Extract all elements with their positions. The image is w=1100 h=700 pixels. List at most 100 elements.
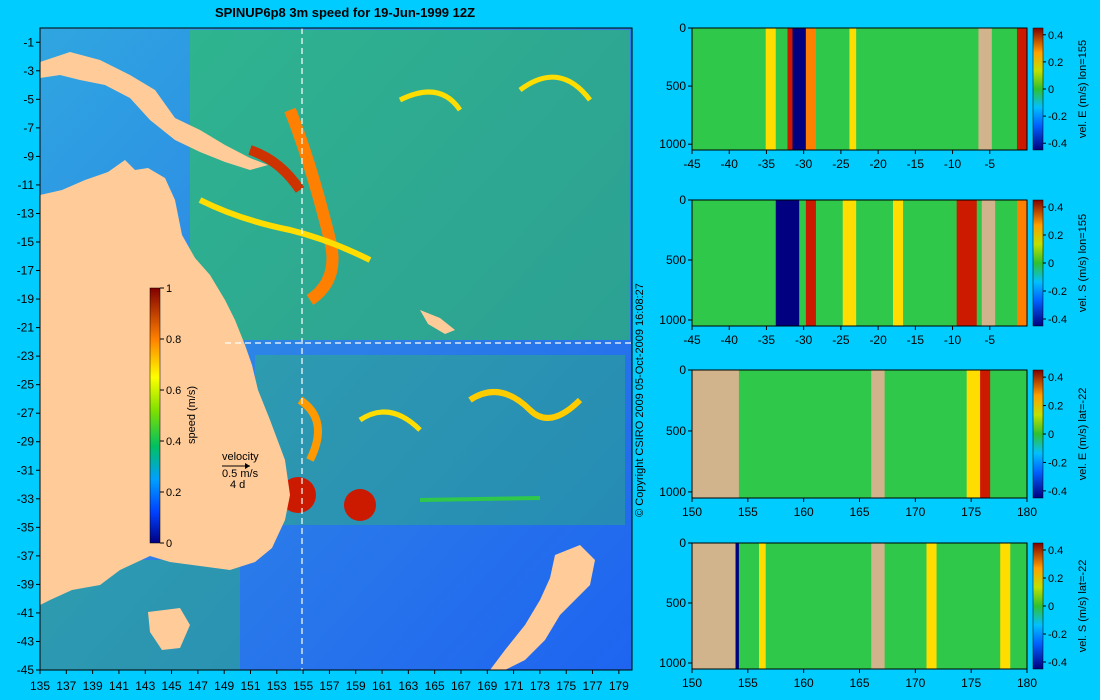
section-x-tick-label: -15 [907,157,925,171]
section-field-band [956,200,977,326]
section-colorbar-tick-label: 0.2 [1048,57,1063,69]
section-field-band [871,370,885,498]
section-colorbar [1032,199,1044,327]
section-colorbar-tick-label: 0.2 [1048,573,1063,585]
section-y-tick-label: 1000 [659,313,686,327]
section-field-band [792,28,806,150]
section-field-band [893,200,904,326]
map-x-tick-label: 143 [135,679,155,693]
speed-colorbar-tick-label: 0.6 [166,385,181,397]
section-colorbar-tick-label: -0.4 [1048,314,1067,326]
section-x-tick-label: -25 [832,157,850,171]
section-colorbar-tick-label: 0.4 [1048,545,1063,557]
section-field-band [735,543,739,669]
section-panel-vel-e-lat22: 150 155 160 165 170 175 180 0 500 1000 0.4 0.2 0 -0.2… [659,363,1089,519]
copyright-notice: © Copyright CSIRO 2009 05-Oct-2009 16:08… [634,283,646,517]
section-panel-frame [691,27,1028,151]
speed-colorbar-tick-label: 0 [166,538,172,550]
map-x-tick-label: 147 [188,679,208,693]
speed-colorbar-tick-label: 0.4 [166,436,181,448]
map-y-tick-label: -27 [17,406,35,420]
speed-features [40,30,630,670]
section-colorbar-label: vel. S (m/s) lat=-22 [1077,560,1089,653]
map-x-axis: 135 137 139 141 143 145 147 149 151 153 155 157 159 1… [30,670,629,693]
new-caledonia-land [420,310,455,334]
map-x-tick-label: 151 [240,679,260,693]
map-y-tick-label: -17 [17,264,35,278]
section-x-tick-label: 155 [738,676,758,690]
section-x-tick-label: -35 [758,333,776,347]
map-x-tick-label: 163 [398,679,418,693]
velocity-key: velocity 0.5 m/s 4 d [222,451,259,491]
map-y-tick-label: -31 [17,463,35,477]
map-y-tick-label: -29 [17,435,35,449]
section-field-band [759,543,766,669]
section-panel-vel-s-lat22: 150 155 160 165 170 175 180 0 500 1000 0.4 0.2 0 -0.2… [659,536,1089,690]
section-field-band [692,543,1027,669]
section-x-tick-label: 165 [849,505,869,519]
section-y-tick-label: 500 [666,253,686,267]
section-y-tick-label: 0 [679,536,686,550]
section-field-band [980,370,991,498]
section-field-band [692,543,736,669]
new-guinea-land [40,52,268,170]
section-field-band [966,370,984,498]
section-x-tick-label: -20 [869,333,887,347]
section-colorbar-tick-label: 0.2 [1048,401,1063,413]
section-y-tick-label: 1000 [659,137,686,151]
map-x-tick-label: 173 [530,679,550,693]
map-x-tick-label: 169 [477,679,497,693]
section-colorbar-tick-label: 0 [1048,84,1054,96]
section-y-tick-label: 0 [679,21,686,35]
map-x-tick-label: 157 [319,679,339,693]
section-x-tick-label: 155 [738,505,758,519]
section-x-tick-label: -35 [758,157,776,171]
section-colorbar-tick-label: -0.4 [1048,138,1067,150]
section-colorbar-tick-label: -0.2 [1048,111,1067,123]
section-x-tick-label: -45 [683,333,701,347]
section-field-band [692,370,739,498]
section-colorbar-label: vel. E (m/s) lon=155 [1077,40,1089,138]
section-x-tick-label: 165 [849,676,869,690]
map-y-tick-label: -19 [17,292,35,306]
section-field-band [926,543,937,669]
map-x-tick-label: 177 [583,679,603,693]
section-x-tick-label: -40 [721,157,739,171]
map-x-tick-label: 145 [162,679,182,693]
section-y-tick-label: 1000 [659,485,686,499]
section-field-band [775,200,800,326]
speed-map [39,27,633,671]
map-x-tick-label: 137 [56,679,76,693]
map-x-tick-label: 159 [346,679,366,693]
speed-colorbar-label: speed (m/s) [186,386,198,444]
map-y-tick-label: -25 [17,378,35,392]
section-colorbar-tick-label: -0.4 [1048,657,1067,669]
map-x-tick-label: 165 [425,679,445,693]
section-panel-vel-s-lon155: -45 -40 -35 -30 -25 -20 -15 -10 -5 0 500 1000 0.4 0.2… [659,193,1089,347]
map-x-tick-label: 175 [556,679,576,693]
section-field-band [1016,200,1027,326]
section-colorbar-label: vel. E (m/s) lat=-22 [1077,388,1089,481]
map-y-axis: -1 -3 -5 -7 -9 -11 -13 -15 -17 -19 -21 -23 -25 -27 -29… [17,35,40,677]
section-colorbar-tick-label: -0.4 [1048,486,1067,498]
section-colorbar-label: vel. S (m/s) lon=155 [1077,214,1089,312]
map-x-tick-label: 139 [83,679,103,693]
section-x-tick-label: -20 [869,157,887,171]
map-y-tick-label: -35 [17,520,35,534]
section-field-band [978,28,992,150]
map-x-tick-label: 155 [293,679,313,693]
section-colorbar-tick-label: 0 [1048,258,1054,270]
section-x-tick-label: 160 [794,676,814,690]
section-colorbar [1032,542,1044,670]
map-y-tick-label: -43 [17,634,35,648]
section-colorbar-tick-label: -0.2 [1048,629,1067,641]
speed-colorbar: 0 0.2 0.4 0.6 0.8 1 speed (m/s) [149,283,198,550]
map-y-tick-label: -21 [17,321,35,335]
velocity-key-arrowhead [245,463,250,469]
section-y-tick-label: 1000 [659,656,686,670]
section-field-band [765,28,776,150]
section-field-band [692,28,1027,150]
map-y-tick-label: -15 [17,235,35,249]
section-field-band [805,28,816,150]
map-y-tick-label: -7 [23,121,34,135]
